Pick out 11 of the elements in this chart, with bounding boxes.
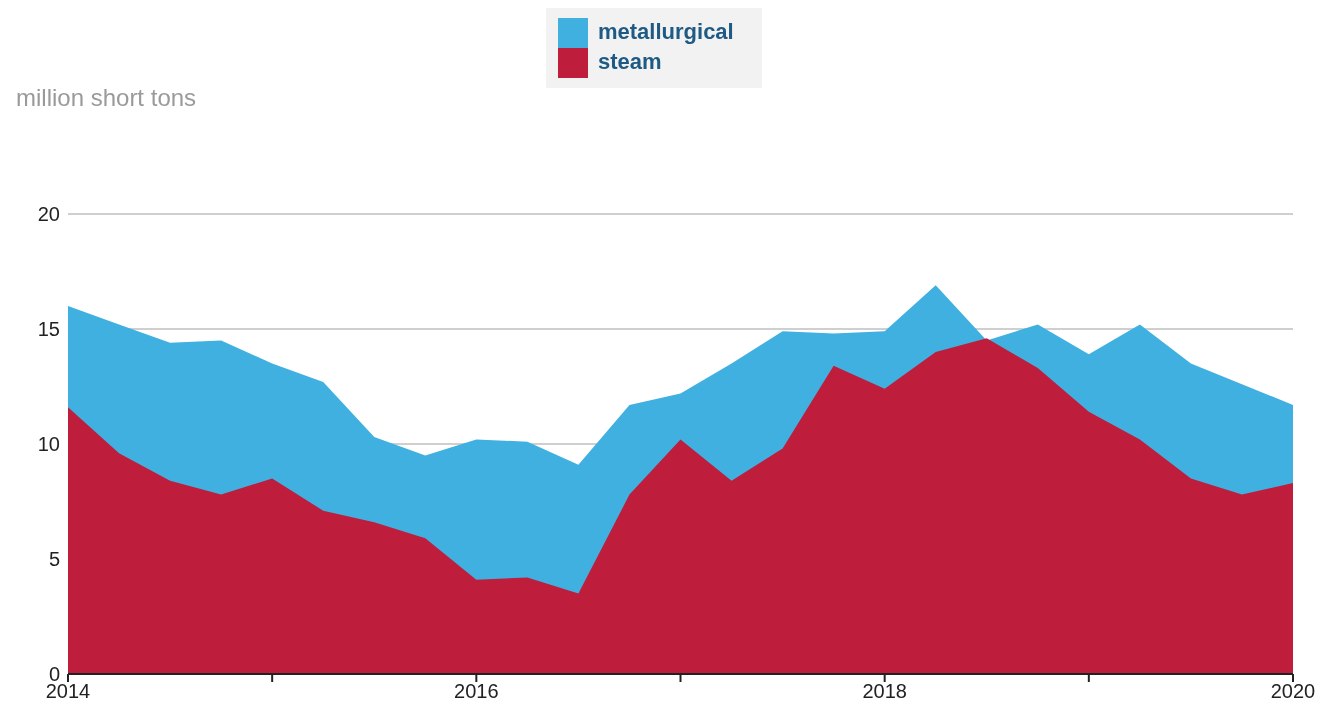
y-tick-label: 5 <box>48 548 60 571</box>
y-axis-title: million short tons <box>16 84 197 112</box>
y-tick-label: 15 <box>37 318 60 341</box>
legend-label: metallurgical <box>598 18 734 44</box>
y-tick-label: 20 <box>37 203 60 226</box>
legend-label: steam <box>598 48 662 74</box>
x-tick-label: 2020 <box>1270 680 1316 703</box>
x-tick-label: 2014 <box>45 680 91 703</box>
x-tick-label: 2016 <box>454 680 499 703</box>
y-tick-label: 10 <box>37 433 60 456</box>
x-tick-label: 2018 <box>862 680 907 703</box>
